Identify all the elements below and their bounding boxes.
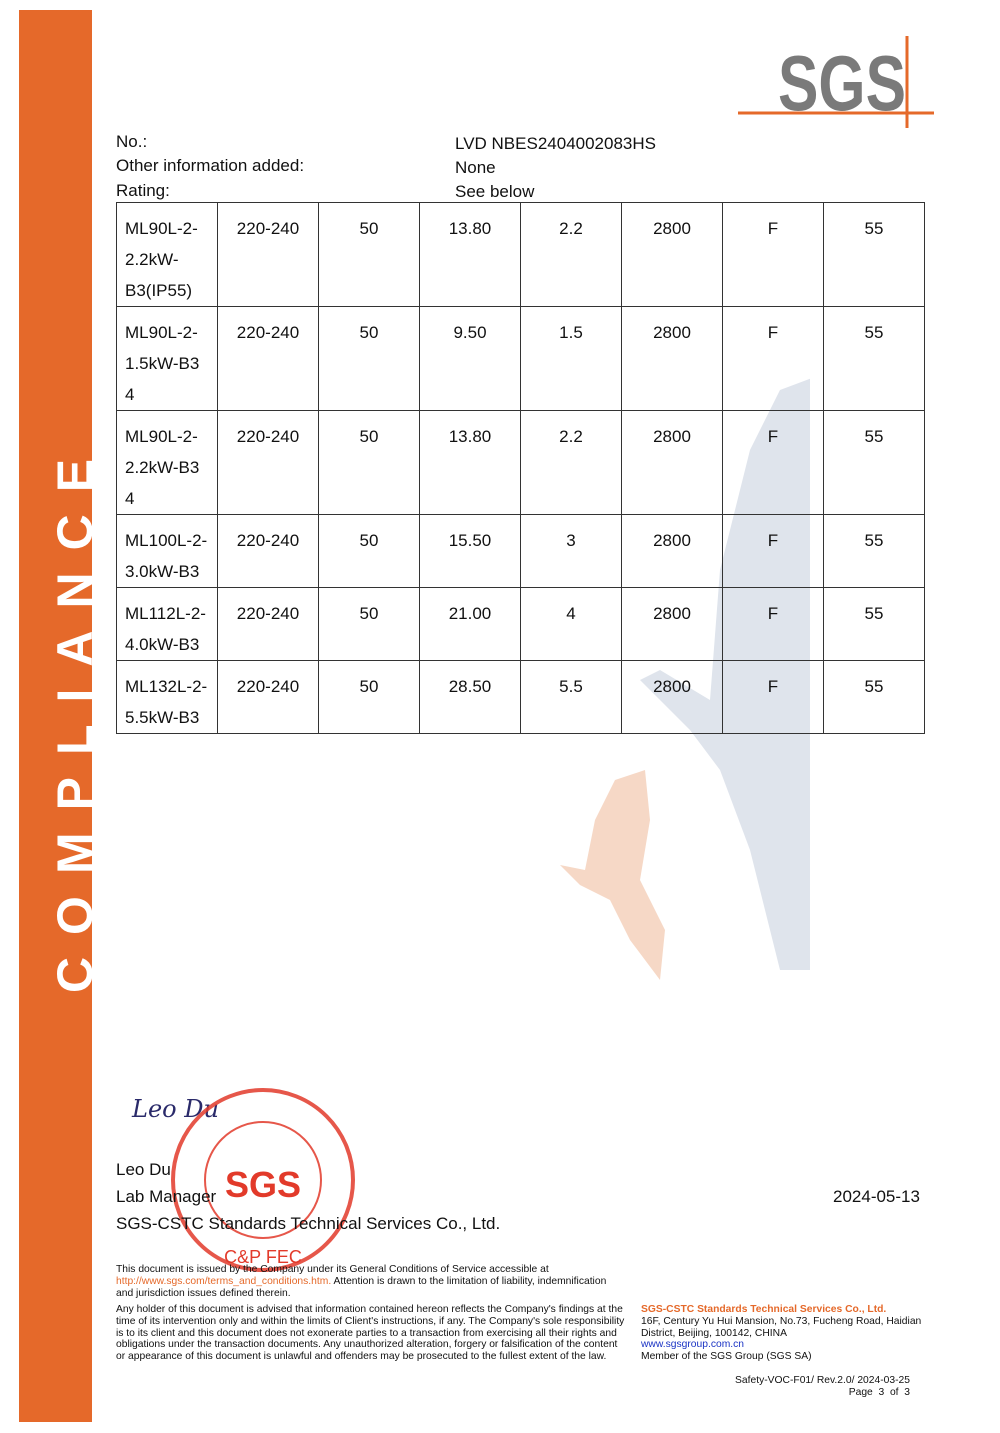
table-cell: 15.50 [419, 514, 521, 588]
other-info-label: Other information added: [116, 156, 305, 175]
table-cell: ML90L-2-2.2kW-B3 4 [116, 410, 218, 515]
table-cell: 4 [520, 587, 622, 661]
table-cell: 50 [318, 306, 420, 411]
rating-table: ML90L-2-2.2kW-B3(IP55) 220-240 50 13.80 2.2 2… [116, 202, 925, 734]
table-cell: F [722, 202, 824, 307]
table-row: ML100L-2-3.0kW-B3 220-240 50 15.50 3 2800 F 55 [116, 514, 925, 588]
terms-paragraph: This document is issued by the Company u… [116, 1264, 626, 1299]
table-cell: 220-240 [217, 410, 319, 515]
footer-company: SGS-CSTC Standards Technical Services Co… [641, 1304, 887, 1315]
signatory-company: SGS-CSTC Standards Technical Services Co… [116, 1214, 501, 1233]
website-link[interactable]: www.sgsgroup.com.cn [641, 1339, 745, 1351]
table-row: ML112L-2-4.0kW-B3 220-240 50 21.00 4 2800 F 55 [116, 587, 925, 661]
table-cell: F [722, 660, 824, 734]
terms-link[interactable]: http://www.sgs.com/terms_and_conditions.… [116, 1275, 332, 1287]
table-cell: 50 [318, 410, 420, 515]
table-cell: 55 [823, 306, 925, 411]
svg-text:SGS: SGS [225, 1164, 301, 1205]
rating-value: See below [455, 182, 535, 201]
table-cell: F [722, 514, 824, 588]
table-cell: F [722, 410, 824, 515]
signatory-name: Leo Du [116, 1160, 171, 1179]
table-cell: F [722, 587, 824, 661]
table-cell: 220-240 [217, 306, 319, 411]
page-number: Page 3 of 3 [848, 1386, 910, 1398]
member-text: Member of the SGS Group (SGS SA) [641, 1351, 812, 1363]
table-cell: ML100L-2-3.0kW-B3 [116, 514, 218, 588]
table-cell: 50 [318, 587, 420, 661]
table-cell: 55 [823, 587, 925, 661]
table-row: ML90L-2-2.2kW-B3(IP55) 220-240 50 13.80 2.2 2… [116, 202, 925, 307]
table-cell: 2800 [621, 587, 723, 661]
compliance-sidebar: COMPLIANCE [19, 10, 103, 1422]
table-cell: 2800 [621, 306, 723, 411]
signatory-title: Lab Manager [116, 1187, 217, 1206]
no-label: No.: [116, 132, 148, 151]
table-cell: 55 [823, 514, 925, 588]
table-row: ML132L-2-5.5kW-B3 220-240 50 28.50 5.5 2800 F 5… [116, 660, 925, 734]
table-cell: 55 [823, 202, 925, 307]
company-stamp: SGS C&P FEC [171, 1088, 355, 1272]
disclaimer-paragraph: Any holder of this document is advised t… [116, 1304, 625, 1363]
table-cell: ML112L-2-4.0kW-B3 [116, 587, 218, 661]
table-cell: ML90L-2-1.5kW-B3 4 [116, 306, 218, 411]
table-cell: 2800 [621, 660, 723, 734]
terms-attention-text: Attention is drawn to the limitation of … [116, 1275, 607, 1299]
compliance-text: COMPLIANCE [47, 436, 103, 994]
table-cell: 220-240 [217, 514, 319, 588]
table-cell: 50 [318, 202, 420, 307]
signature-date: 2024-05-13 [833, 1187, 920, 1206]
table-cell: 55 [823, 410, 925, 515]
table-cell: 50 [318, 514, 420, 588]
handwritten-signature: Leo Du [132, 1095, 219, 1123]
table-cell: ML90L-2-2.2kW-B3(IP55) [116, 202, 218, 307]
table-cell: 220-240 [217, 660, 319, 734]
table-cell: 220-240 [217, 202, 319, 307]
rating-label: Rating: [116, 181, 170, 200]
form-info: Safety-VOC-F01/ Rev.2.0/ 2024-03-25 Page… [735, 1375, 910, 1399]
table-cell: 2800 [621, 202, 723, 307]
table-cell: 21.00 [419, 587, 521, 661]
table-cell: 2.2 [520, 410, 622, 515]
terms-text: This document is issued by the Company u… [116, 1264, 549, 1275]
no-value: LVD NBES2404002083HS [455, 134, 656, 153]
table-row: ML90L-2-1.5kW-B3 4 220-240 50 9.50 1.5 2800 F 5… [116, 306, 925, 411]
svg-text:C&P FEC: C&P FEC [224, 1247, 302, 1267]
table-cell: 3 [520, 514, 622, 588]
table-cell: 5.5 [520, 660, 622, 734]
table-cell: 55 [823, 660, 925, 734]
other-info-value: None [455, 158, 496, 177]
table-cell: 220-240 [217, 587, 319, 661]
table-cell: 50 [318, 660, 420, 734]
table-cell: 13.80 [419, 410, 521, 515]
form-number: Safety-VOC-F01/ Rev.2.0/ 2024-03-25 [735, 1375, 910, 1386]
table-cell: 9.50 [419, 306, 521, 411]
table-cell: 28.50 [419, 660, 521, 734]
table-cell: 13.80 [419, 202, 521, 307]
table-cell: 2.2 [520, 202, 622, 307]
footer-address: 16F, Century Yu Hui Mansion, No.73, Fuch… [641, 1315, 922, 1339]
company-address-block: SGS-CSTC Standards Technical Services Co… [641, 1304, 931, 1363]
table-cell: 2800 [621, 514, 723, 588]
table-cell: 2800 [621, 410, 723, 515]
table-cell: F [722, 306, 824, 411]
table-cell: 1.5 [520, 306, 622, 411]
table-cell: ML132L-2-5.5kW-B3 [116, 660, 218, 734]
sgs-logo: SGS [738, 36, 934, 128]
table-row: ML90L-2-2.2kW-B3 4 220-240 50 13.80 2.2 2800 F… [116, 410, 925, 515]
